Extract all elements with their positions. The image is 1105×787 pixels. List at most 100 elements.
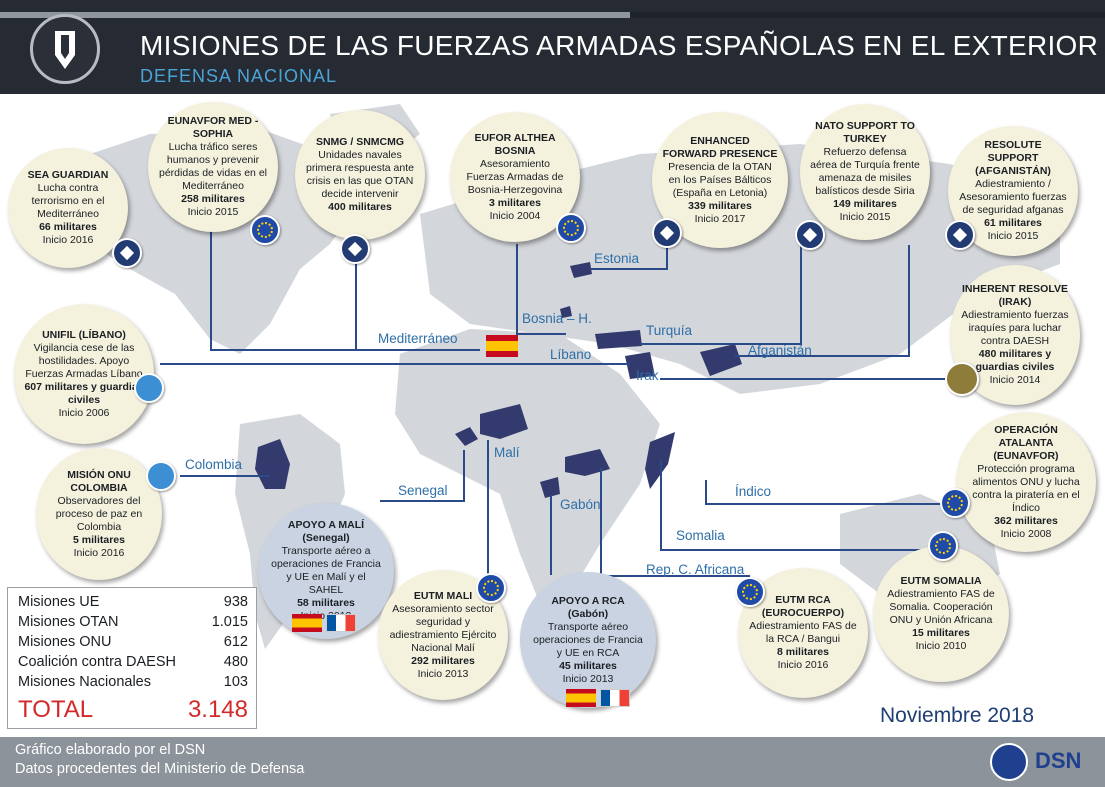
rca-shape bbox=[565, 449, 610, 476]
region-label-estonia: Estonia bbox=[594, 251, 640, 266]
mission-text: Protección programa alimentos ONU y luch… bbox=[972, 462, 1080, 514]
mission-eutm-somalia: EUTM SOMALIA Adiestramiento FAS de Somal… bbox=[873, 546, 1009, 682]
mission-personnel: 480 militares y guardias civiles bbox=[975, 348, 1055, 373]
estonia-shape bbox=[570, 262, 592, 278]
mission-start: Inicio 2013 bbox=[562, 672, 614, 685]
page-title: MISIONES DE LAS FUERZAS ARMADAS ESPAÑOLA… bbox=[140, 30, 1099, 61]
mission-text: Refuerzo defensa aérea de Turquía frente… bbox=[810, 146, 920, 197]
mission-text: Unidades navales primera respuesta ante … bbox=[306, 149, 414, 200]
spain-flag-icon bbox=[292, 614, 322, 632]
connector-line bbox=[600, 575, 750, 577]
mission-title: ENHANCED FORWARD PRESENCE bbox=[662, 134, 778, 160]
summary-row: Misiones OTAN 1.015 bbox=[18, 614, 248, 630]
mission-personnel: 607 militares y guardias civiles bbox=[24, 380, 144, 406]
mission-eunavfor-sophia: EUNAVFOR MED - SOPHIA Lucha tráfico sere… bbox=[148, 102, 278, 232]
dsn-logo: DSN bbox=[1035, 748, 1082, 773]
pen-logo-icon bbox=[30, 14, 100, 84]
mission-start: Inicio 2015 bbox=[187, 206, 239, 218]
summary-value: 1.015 bbox=[211, 614, 248, 630]
total-label: TOTAL bbox=[18, 696, 94, 723]
region-label-mediterraneo: Mediterráneo bbox=[378, 331, 458, 346]
mission-text: Asesoramiento sector seguridad y adiestr… bbox=[389, 602, 497, 654]
gabon-shape bbox=[540, 477, 560, 498]
france-flag-icon bbox=[326, 614, 356, 632]
mission-text: Lucha contra terrorismo en el Mediterrán… bbox=[31, 182, 105, 220]
mission-title: EUTM SOMALIA bbox=[900, 575, 982, 587]
eu-flag-icon bbox=[735, 577, 765, 607]
mission-eufor-althea: EUFOR ALTHEA BOSNIA Asesoramiento Fuerza… bbox=[450, 112, 580, 242]
mission-snmg: SNMG / SNMCMG Unidades navales primera r… bbox=[295, 110, 425, 240]
mission-title: APOYO A MALÍ (Senegal) bbox=[287, 519, 365, 544]
mission-title: APOYO A RCA (Gabón) bbox=[551, 594, 625, 620]
mission-title: SEA GUARDIAN bbox=[27, 169, 109, 181]
region-label-senegal: Senegal bbox=[398, 483, 448, 498]
mission-personnel: 258 militares bbox=[181, 193, 245, 205]
nato-icon bbox=[945, 220, 975, 250]
connector-line bbox=[660, 549, 940, 551]
nato-icon bbox=[340, 234, 370, 264]
eu-flag-icon bbox=[928, 531, 958, 561]
connector-line bbox=[800, 245, 802, 345]
eu-flag-icon bbox=[556, 213, 586, 243]
mission-personnel: 362 militares bbox=[994, 514, 1058, 527]
mission-sea-guardian: SEA GUARDIAN Lucha contra terrorismo en … bbox=[8, 148, 128, 268]
mission-start: Inicio 2013 bbox=[417, 667, 469, 680]
mission-personnel: 15 militares bbox=[912, 627, 970, 639]
connector-line bbox=[640, 343, 802, 345]
mission-text: Presencia de la OTAN en los Países Bálti… bbox=[668, 160, 772, 199]
region-label-indico: Índico bbox=[735, 484, 772, 499]
personnel-summary: Misiones UE 938 Misiones OTAN 1.015 Mision… bbox=[7, 587, 257, 729]
mission-personnel: 339 militares bbox=[688, 199, 752, 212]
region-label-turquia: Turquía bbox=[646, 323, 693, 338]
mission-personnel: 400 militares bbox=[328, 201, 392, 213]
mission-start: Inicio 2016 bbox=[777, 659, 829, 671]
turkey-shape bbox=[595, 330, 642, 349]
mission-start: Inicio 2010 bbox=[915, 640, 967, 652]
connector-line bbox=[487, 440, 489, 575]
un-emblem-icon bbox=[146, 461, 176, 491]
page-subtitle: DEFENSA NACIONAL bbox=[140, 66, 338, 86]
summary-label: Misiones OTAN bbox=[18, 614, 119, 630]
footer: Gráfico elaborado por el DSN Datos proce… bbox=[0, 737, 1105, 787]
mission-personnel: 149 militares bbox=[833, 198, 897, 210]
connector-line bbox=[660, 460, 662, 550]
mission-title: SNMG / SNMCMG bbox=[315, 136, 405, 148]
un-emblem-icon bbox=[134, 373, 164, 403]
mission-nato-support-turkey: NATO SUPPORT TO TURKEY Refuerzo defensa … bbox=[800, 104, 930, 240]
connector-line bbox=[516, 244, 518, 334]
region-label-colombia: Colombia bbox=[185, 457, 243, 472]
mission-personnel: 5 militares bbox=[73, 533, 125, 546]
nato-icon bbox=[795, 220, 825, 250]
connector-line bbox=[908, 245, 910, 357]
region-label-rca: Rep. C. Africana bbox=[646, 562, 745, 577]
connector-line bbox=[735, 355, 910, 357]
mission-text: Transporte aéreo operaciones de Francia … bbox=[533, 620, 643, 659]
connector-line bbox=[516, 333, 566, 335]
mission-text: Adiestramiento FAS de la RCA / Bangui bbox=[749, 620, 857, 645]
mission-text: Lucha tráfico seres humanos y prevenir p… bbox=[159, 141, 267, 192]
mission-start: Inicio 2004 bbox=[489, 209, 541, 222]
nato-icon bbox=[112, 238, 142, 268]
eu-flag-icon bbox=[250, 215, 280, 245]
mission-start: Inicio 2008 bbox=[1000, 527, 1052, 540]
mission-onu-colombia: MISIÓN ONU COLOMBIA Observadores del pro… bbox=[36, 448, 162, 580]
summary-row: Misiones Nacionales 103 bbox=[18, 674, 248, 690]
connector-line bbox=[666, 248, 668, 270]
mission-unifil: UNIFIL (LÍBANO) Vigilancia cese de las h… bbox=[14, 304, 154, 444]
mission-title: UNIFIL (LÍBANO) bbox=[42, 328, 126, 341]
afghanistan-shape bbox=[700, 344, 742, 376]
mission-start: Inicio 2015 bbox=[839, 211, 891, 223]
publication-date: Noviembre 2018 bbox=[880, 704, 1035, 727]
mission-text: Asesoramiento Fuerzas Armadas de Bosnia-… bbox=[466, 157, 564, 196]
mission-text: Adiestramiento FAS de Somalia. Cooperaci… bbox=[887, 588, 995, 626]
mission-start: Inicio 2017 bbox=[694, 212, 746, 225]
mission-title: EUTM RCA (EUROCUERPO) bbox=[761, 594, 845, 619]
mission-start: Inicio 2006 bbox=[58, 406, 110, 419]
connector-line bbox=[600, 468, 602, 578]
mission-personnel: 58 militares bbox=[297, 597, 355, 609]
mission-text: Vigilancia cese de las hostilidades. Apo… bbox=[25, 341, 143, 380]
summary-label: Misiones Nacionales bbox=[18, 674, 151, 690]
eu-flag-icon bbox=[476, 573, 506, 603]
header-strip-dark bbox=[630, 12, 1105, 18]
mission-start: Inicio 2014 bbox=[989, 374, 1041, 386]
